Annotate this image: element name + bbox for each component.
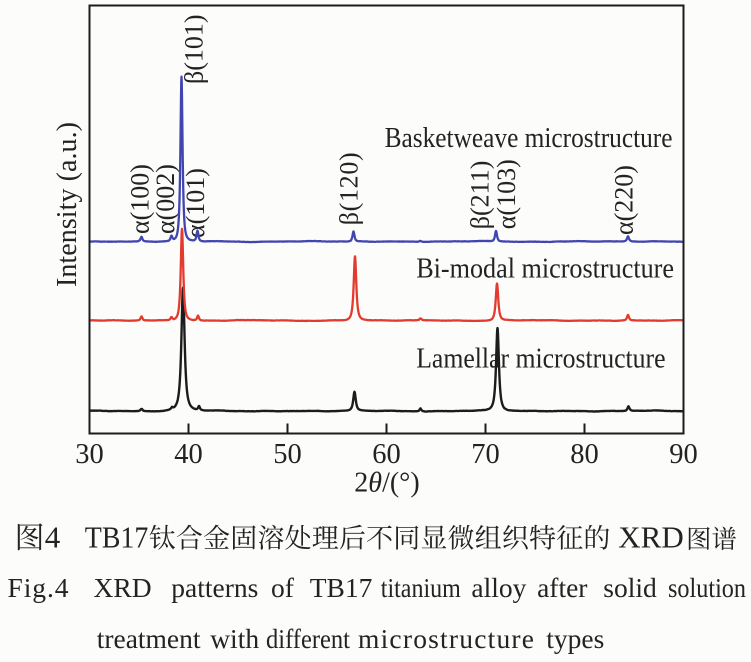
svg-text:XRD: XRD [94, 572, 152, 603]
svg-text:90: 90 [669, 439, 698, 470]
svg-text:Lamellar microstructure: Lamellar microstructure [416, 343, 665, 375]
svg-text:Fig.4: Fig.4 [8, 572, 69, 603]
svg-text:β(211): β(211) [465, 161, 494, 230]
svg-text:50: 50 [273, 439, 302, 470]
svg-text:alloy: alloy [471, 572, 526, 603]
svg-text:2θ/(°): 2θ/(°) [354, 468, 419, 499]
svg-text:β(101): β(101) [179, 14, 208, 84]
svg-text:titanium: titanium [381, 572, 461, 603]
svg-text:types: types [546, 623, 604, 654]
svg-text:Bi-modal microstructure: Bi-modal microstructure [416, 253, 674, 285]
svg-text:80: 80 [570, 439, 599, 470]
svg-text:30: 30 [75, 439, 104, 470]
svg-text:α(103): α(103) [492, 159, 521, 229]
svg-text:solution: solution [668, 572, 746, 603]
svg-text:α(100): α(100) [125, 164, 154, 234]
svg-text:solid: solid [603, 572, 657, 603]
svg-text:treatment: treatment [97, 623, 201, 654]
svg-text:Basketweave microstructure: Basketweave microstructure [385, 122, 673, 154]
svg-text:XRD: XRD [618, 520, 683, 555]
svg-text:β(120): β(120) [335, 152, 364, 225]
svg-text:TB17: TB17 [85, 520, 149, 555]
svg-text:60: 60 [372, 439, 401, 470]
svg-text:microstructure: microstructure [358, 623, 534, 654]
svg-text:of: of [271, 572, 295, 603]
svg-text:4: 4 [45, 520, 61, 555]
svg-text:different: different [266, 623, 350, 654]
svg-text:with: with [210, 623, 259, 654]
svg-text:α(002): α(002) [151, 164, 180, 234]
svg-text:Intensity (a.u.): Intensity (a.u.) [52, 122, 83, 287]
svg-text:after: after [537, 572, 587, 603]
svg-text:TB17: TB17 [310, 572, 373, 603]
svg-text:40: 40 [174, 439, 203, 470]
svg-text:patterns: patterns [171, 572, 258, 603]
svg-text:70: 70 [471, 439, 500, 470]
svg-text:α(220): α(220) [610, 165, 639, 235]
